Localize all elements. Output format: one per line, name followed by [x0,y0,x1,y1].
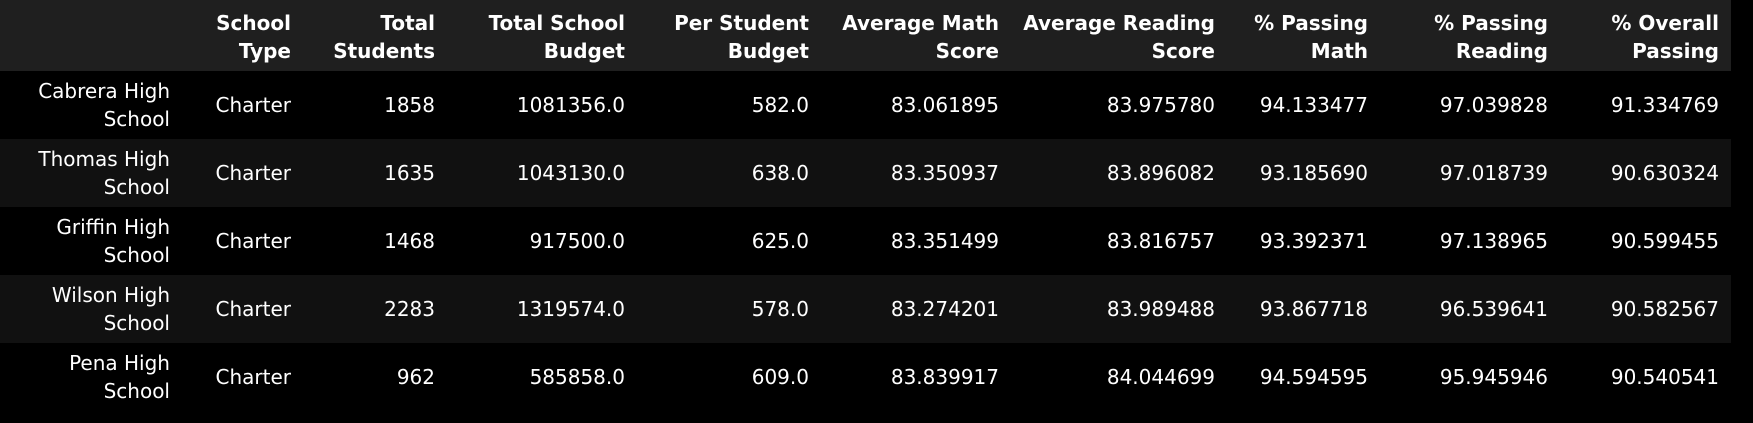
table-row: Griffin High School Charter 1468 917500.… [0,207,1731,275]
cell-percent-passing-math: 93.392371 [1259,229,1368,253]
column-header-total-school-budget: Total School Budget [488,11,625,63]
table-row: Thomas High School Charter 1635 1043130.… [0,139,1731,207]
cell-percent-overall-passing: 91.334769 [1610,93,1719,117]
table-row: Wilson High School Charter 2283 1319574.… [0,275,1731,343]
table-row: Pena High School Charter 962 585858.0 60… [0,343,1731,411]
cell-average-math-score: 83.839917 [890,365,999,389]
cell-school-type: Charter [215,93,292,117]
column-header-percent-overall-passing: % Overall Passing [1611,11,1719,63]
cell-average-reading-score: 83.816757 [1106,229,1215,253]
row-index-label: Thomas High School [38,147,170,199]
cell-percent-passing-reading: 95.945946 [1439,365,1548,389]
index-header [0,0,182,71]
cell-total-students: 962 [396,365,435,389]
cell-percent-overall-passing: 90.599455 [1610,229,1719,253]
column-header-average-math-score: Average Math Score [842,11,999,63]
cell-percent-passing-math: 94.133477 [1259,93,1368,117]
column-header-percent-passing-math: % Passing Math [1254,11,1368,63]
cell-total-school-budget: 585858.0 [529,365,625,389]
column-header-total-students: Total Students [333,11,435,63]
cell-school-type: Charter [215,161,292,185]
column-header-school-type: School Type [216,11,291,63]
cell-total-school-budget: 1319574.0 [516,297,625,321]
cell-per-student-budget: 578.0 [751,297,809,321]
cell-percent-passing-reading: 96.539641 [1439,297,1548,321]
cell-percent-passing-math: 93.185690 [1259,161,1368,185]
cell-average-reading-score: 84.044699 [1106,365,1215,389]
cell-total-school-budget: 1043130.0 [516,161,625,185]
column-header-average-reading-score: Average Reading Score [1023,11,1215,63]
cell-percent-passing-reading: 97.138965 [1439,229,1548,253]
cell-percent-overall-passing: 90.582567 [1610,297,1719,321]
column-header-per-student-budget: Per Student Budget [674,11,809,63]
cell-total-students: 1635 [384,161,435,185]
dataframe-table: School Type Total Students Total School … [0,0,1731,411]
row-index-label: Wilson High School [51,283,170,335]
cell-average-math-score: 83.061895 [890,93,999,117]
cell-school-type: Charter [215,365,292,389]
cell-average-reading-score: 83.975780 [1106,93,1215,117]
cell-average-reading-score: 83.989488 [1106,297,1215,321]
cell-average-math-score: 83.274201 [890,297,999,321]
cell-per-student-budget: 582.0 [751,93,809,117]
cell-average-reading-score: 83.896082 [1106,161,1215,185]
table-row: Cabrera High School Charter 1858 1081356… [0,71,1731,139]
cell-total-students: 1468 [384,229,435,253]
cell-percent-passing-math: 93.867718 [1259,297,1368,321]
column-header-percent-passing-reading: % Passing Reading [1434,11,1548,63]
cell-total-students: 2283 [384,297,435,321]
row-index-label: Pena High School [69,351,170,403]
cell-total-school-budget: 917500.0 [529,229,625,253]
cell-percent-overall-passing: 90.540541 [1610,365,1719,389]
header-row: School Type Total Students Total School … [0,0,1731,71]
row-index-label: Griffin High School [56,215,170,267]
cell-per-student-budget: 625.0 [751,229,809,253]
cell-percent-passing-reading: 97.039828 [1439,93,1548,117]
cell-average-math-score: 83.350937 [890,161,999,185]
cell-school-type: Charter [215,297,292,321]
cell-total-students: 1858 [384,93,435,117]
cell-school-type: Charter [215,229,292,253]
cell-percent-passing-math: 94.594595 [1259,365,1368,389]
cell-percent-passing-reading: 97.018739 [1439,161,1548,185]
cell-per-student-budget: 609.0 [751,365,809,389]
cell-total-school-budget: 1081356.0 [516,93,625,117]
cell-average-math-score: 83.351499 [890,229,999,253]
row-index-label: Cabrera High School [38,79,170,131]
cell-per-student-budget: 638.0 [751,161,809,185]
cell-percent-overall-passing: 90.630324 [1610,161,1719,185]
